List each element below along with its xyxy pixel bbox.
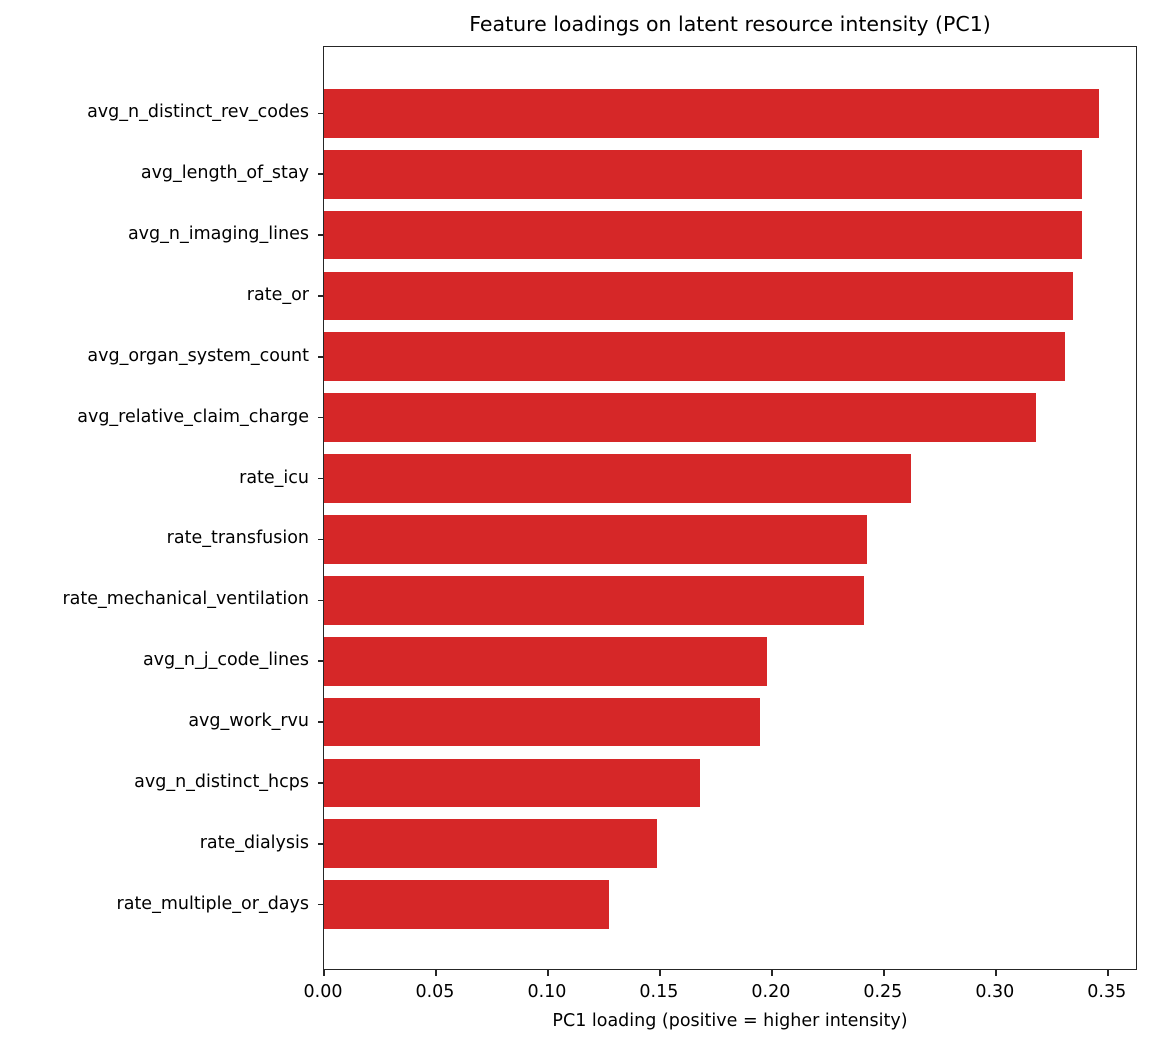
bar xyxy=(324,819,657,869)
x-tick-label: 0.15 xyxy=(639,982,679,1002)
y-tick-label: rate_transfusion xyxy=(166,528,309,549)
x-tick-label: 0.05 xyxy=(415,982,455,1002)
y-tick-mark xyxy=(318,295,324,297)
x-tick-label: 0.00 xyxy=(303,982,343,1002)
bar xyxy=(324,515,868,564)
bar xyxy=(324,454,911,503)
chart-title: Feature loadings on latent resource inte… xyxy=(469,12,991,36)
bar xyxy=(324,697,760,747)
bar xyxy=(324,271,1074,321)
y-tick-mark xyxy=(318,112,324,115)
y-tick-mark xyxy=(318,842,324,845)
x-tick-mark xyxy=(995,970,997,976)
y-tick-label: avg_length_of_stay xyxy=(140,163,309,184)
y-tick-label: avg_n_distinct_hcps xyxy=(134,771,309,792)
y-tick-mark xyxy=(318,599,324,602)
x-tick-mark xyxy=(771,970,773,976)
bar xyxy=(324,149,1083,199)
x-tick-mark xyxy=(323,970,325,976)
x-tick-label: 0.20 xyxy=(751,982,791,1002)
bar xyxy=(324,758,701,808)
y-tick-mark xyxy=(318,782,324,784)
y-tick-label: avg_n_imaging_lines xyxy=(127,224,309,245)
y-tick-mark xyxy=(318,477,324,480)
y-tick-label: rate_icu xyxy=(239,467,309,488)
y-tick-label: rate_multiple_or_days xyxy=(116,893,309,914)
y-tick-label: avg_n_distinct_rev_codes xyxy=(87,102,309,123)
bar xyxy=(324,880,610,929)
bar xyxy=(324,210,1083,260)
y-tick-label: avg_work_rvu xyxy=(188,711,309,732)
y-tick-mark xyxy=(318,660,324,662)
bar xyxy=(324,89,1099,138)
y-tick-mark xyxy=(318,903,324,906)
plot-area xyxy=(318,46,1137,976)
y-tick-mark xyxy=(318,234,324,236)
bar xyxy=(324,575,864,625)
y-tick-mark xyxy=(318,356,324,358)
bar xyxy=(324,393,1037,443)
x-tick-mark xyxy=(547,970,549,976)
x-tick-label: 0.10 xyxy=(527,982,567,1002)
bar xyxy=(324,636,768,686)
y-tick-label: avg_organ_system_count xyxy=(87,345,309,366)
y-tick-label: avg_n_j_code_lines xyxy=(142,650,309,671)
y-tick-label: rate_mechanical_ventilation xyxy=(62,589,309,610)
y-tick-mark xyxy=(318,538,324,541)
x-tick-label: 0.35 xyxy=(1087,982,1127,1002)
y-tick-label: rate_dialysis xyxy=(199,832,309,853)
x-tick-mark xyxy=(883,970,885,976)
y-tick-mark xyxy=(318,721,324,723)
x-tick-mark xyxy=(1106,970,1109,976)
x-tick-mark xyxy=(435,970,437,976)
bar xyxy=(324,332,1066,382)
x-axis-title: PC1 loading (positive = higher intensity… xyxy=(552,1011,908,1031)
y-tick-mark xyxy=(318,173,324,175)
y-tick-label: avg_relative_claim_charge xyxy=(77,406,309,427)
x-tick-mark xyxy=(659,970,661,976)
y-tick-label: rate_or xyxy=(246,284,309,305)
x-tick-label: 0.30 xyxy=(975,982,1015,1002)
x-tick-label: 0.25 xyxy=(863,982,903,1002)
y-tick-mark xyxy=(318,416,324,419)
